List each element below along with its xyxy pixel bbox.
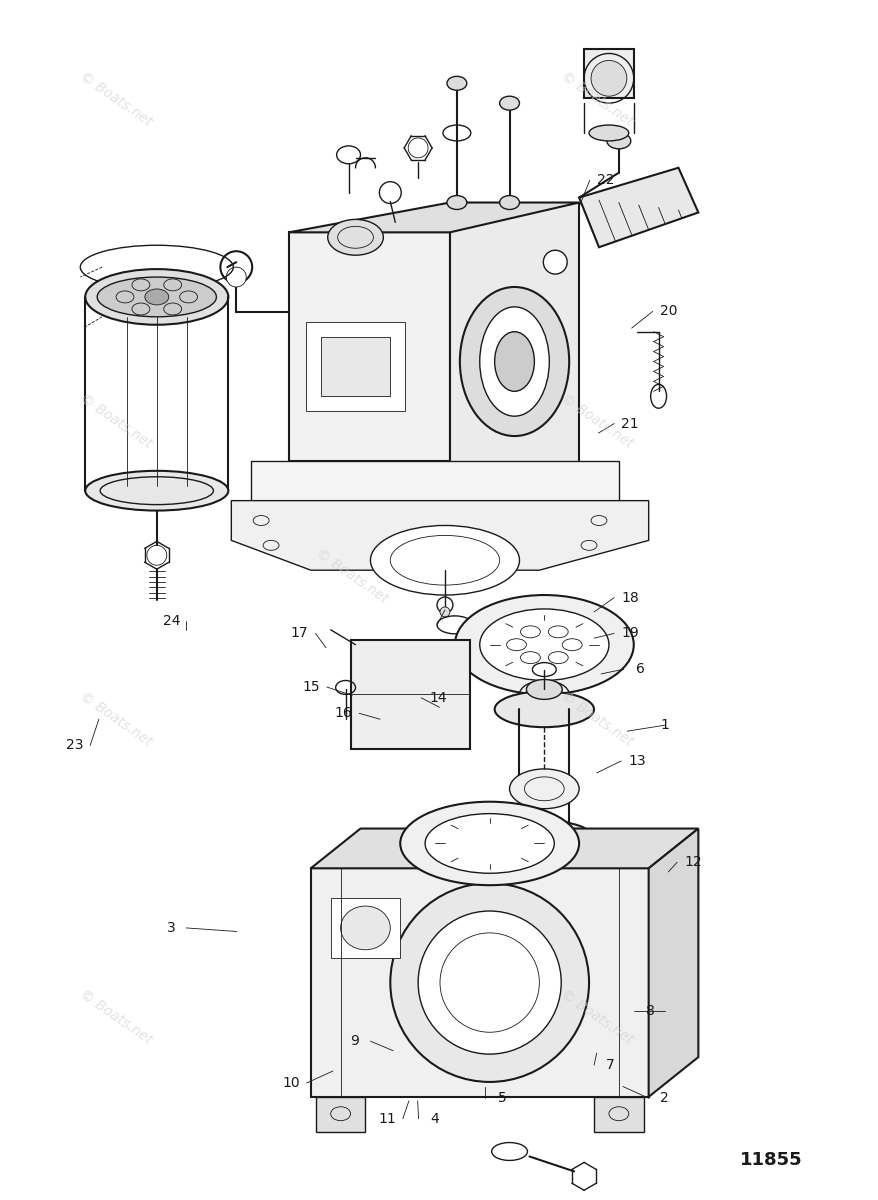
Ellipse shape [494,821,594,857]
Ellipse shape [425,814,554,874]
Ellipse shape [529,686,558,702]
Text: 10: 10 [282,1076,299,1090]
Text: © Boats.net: © Boats.net [558,391,635,451]
Text: 7: 7 [605,1058,614,1072]
Text: 9: 9 [350,1034,359,1048]
Text: 3: 3 [167,920,176,935]
Ellipse shape [85,269,228,325]
Ellipse shape [494,691,594,727]
Text: 15: 15 [302,680,320,694]
Ellipse shape [341,906,390,949]
Ellipse shape [606,133,630,149]
Ellipse shape [97,277,216,317]
Polygon shape [579,168,697,247]
Text: 18: 18 [621,590,638,605]
Ellipse shape [418,911,560,1054]
Bar [320,337,390,396]
Ellipse shape [327,220,383,256]
Polygon shape [648,828,697,1097]
Text: 21: 21 [621,416,638,431]
Ellipse shape [588,125,628,140]
Ellipse shape [446,77,466,90]
Polygon shape [289,233,450,461]
Ellipse shape [85,470,228,510]
Ellipse shape [499,96,519,110]
Text: © Boats.net: © Boats.net [313,546,391,606]
Bar [350,640,469,749]
Text: 11: 11 [378,1111,395,1126]
Ellipse shape [440,607,450,617]
Bar [306,322,405,412]
Text: © Boats.net: © Boats.net [77,391,155,451]
Polygon shape [289,203,579,233]
Text: 11855: 11855 [739,1152,802,1170]
Ellipse shape [446,196,466,210]
Ellipse shape [227,268,246,287]
Polygon shape [311,869,648,1097]
Bar [330,898,399,958]
Text: © Boats.net: © Boats.net [77,70,155,130]
Polygon shape [311,828,697,869]
Ellipse shape [509,769,579,809]
Text: 20: 20 [658,305,676,318]
Text: 1: 1 [659,719,668,732]
Text: © Boats.net: © Boats.net [558,988,635,1048]
Ellipse shape [494,331,534,391]
Text: 8: 8 [645,1004,655,1019]
Text: © Boats.net: © Boats.net [77,988,155,1048]
Text: 17: 17 [291,626,308,641]
Text: 12: 12 [683,856,701,869]
Text: © Boats.net: © Boats.net [558,70,635,130]
Ellipse shape [529,851,558,866]
Text: 2: 2 [659,1092,668,1105]
Text: 23: 23 [66,738,83,752]
Ellipse shape [590,60,626,96]
Bar [315,1097,365,1132]
Ellipse shape [479,307,549,416]
Ellipse shape [370,526,519,595]
Text: 19: 19 [621,626,638,641]
Ellipse shape [455,595,633,695]
Text: 13: 13 [628,754,645,768]
Bar [594,1097,643,1132]
Text: 6: 6 [635,662,644,676]
Ellipse shape [399,802,579,886]
Text: 22: 22 [596,173,614,187]
Ellipse shape [543,251,566,274]
Ellipse shape [459,287,569,436]
Text: 5: 5 [498,1092,507,1105]
Text: 24: 24 [162,614,180,629]
Ellipse shape [145,289,169,305]
Text: © Boats.net: © Boats.net [558,689,635,749]
Text: 4: 4 [430,1111,439,1126]
Ellipse shape [526,679,562,700]
Ellipse shape [390,883,588,1082]
Polygon shape [450,203,579,491]
Ellipse shape [499,196,519,210]
Text: © Boats.net: © Boats.net [77,689,155,749]
Ellipse shape [336,146,360,163]
Polygon shape [231,500,648,570]
Text: 14: 14 [428,691,446,704]
Bar [583,48,633,98]
Ellipse shape [479,608,608,680]
Text: 16: 16 [335,707,352,720]
Polygon shape [251,461,618,510]
